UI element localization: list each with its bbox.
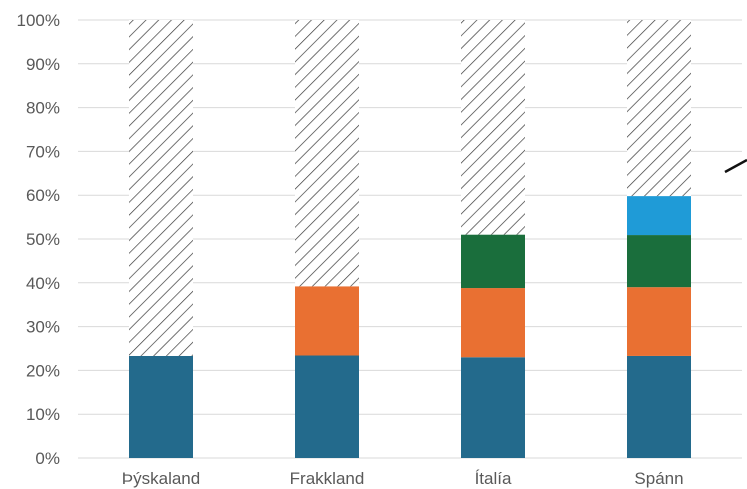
x-category-label: Spánn bbox=[634, 469, 683, 488]
y-tick-label: 0% bbox=[35, 449, 60, 468]
bar-remainder-hatched bbox=[627, 20, 691, 197]
y-tick-label: 70% bbox=[26, 142, 60, 161]
bar-remainder-hatched bbox=[461, 20, 525, 235]
y-tick-label: 50% bbox=[26, 230, 60, 249]
bar-remainder-hatched bbox=[295, 20, 359, 287]
x-category-label: Ítalía bbox=[475, 469, 512, 488]
x-axis-labels: Þýskaland Frakkland Ítalía Spánn bbox=[122, 469, 684, 488]
y-tick-label: 90% bbox=[26, 55, 60, 74]
y-tick-label: 20% bbox=[26, 361, 60, 380]
y-tick-label: 40% bbox=[26, 274, 60, 293]
bar-segment bbox=[461, 357, 525, 458]
bar-remainder-hatched bbox=[129, 20, 193, 356]
bar-segment bbox=[295, 355, 359, 458]
bars bbox=[129, 20, 691, 458]
y-tick-label: 80% bbox=[26, 99, 60, 118]
bar-segment bbox=[627, 196, 691, 236]
x-category-label: Frakkland bbox=[290, 469, 365, 488]
y-axis-ticks: 0% 10% 20% 30% 40% 50% 60% 70% 80% 90% 100% bbox=[17, 11, 60, 468]
bar-segment bbox=[627, 287, 691, 356]
annotation-arrow bbox=[724, 158, 747, 174]
y-tick-label: 10% bbox=[26, 405, 60, 424]
y-tick-label: 100% bbox=[17, 11, 60, 30]
bar-segment bbox=[295, 286, 359, 356]
bar-segment bbox=[461, 234, 525, 289]
bar-segment bbox=[461, 288, 525, 358]
y-tick-label: 30% bbox=[26, 318, 60, 337]
y-tick-label: 60% bbox=[26, 186, 60, 205]
bar-segment bbox=[627, 355, 691, 458]
x-category-label: Þýskaland bbox=[122, 469, 200, 488]
bar-segment bbox=[129, 355, 193, 458]
bar-segment bbox=[627, 235, 691, 288]
